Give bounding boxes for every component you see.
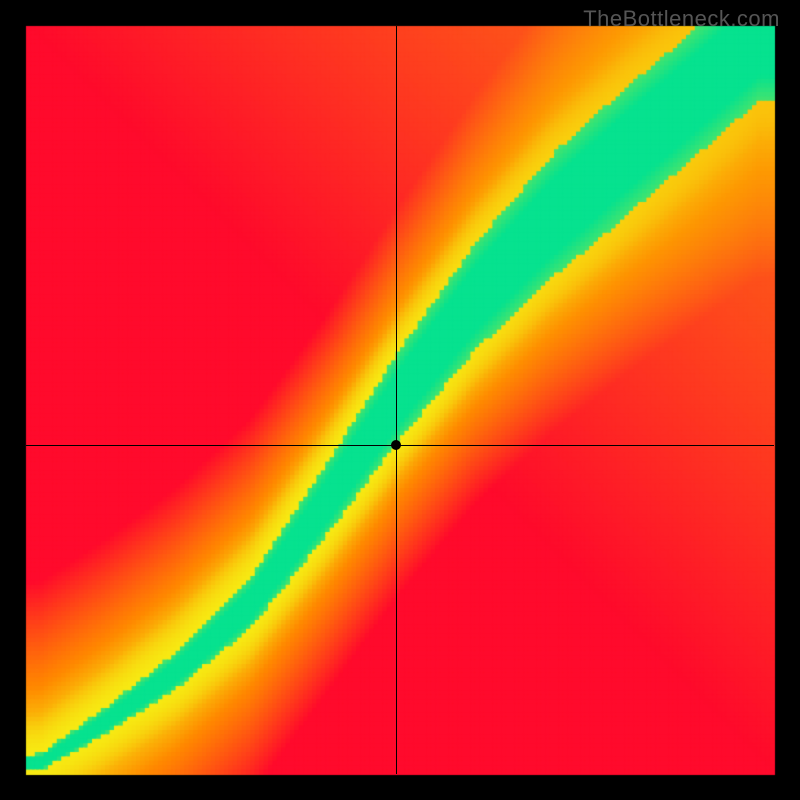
- marker-dot: [391, 440, 401, 450]
- chart-container: TheBottleneck.com: [0, 0, 800, 800]
- crosshair-vertical: [396, 26, 397, 774]
- watermark-text: TheBottleneck.com: [583, 6, 780, 32]
- heatmap-canvas: [0, 0, 800, 800]
